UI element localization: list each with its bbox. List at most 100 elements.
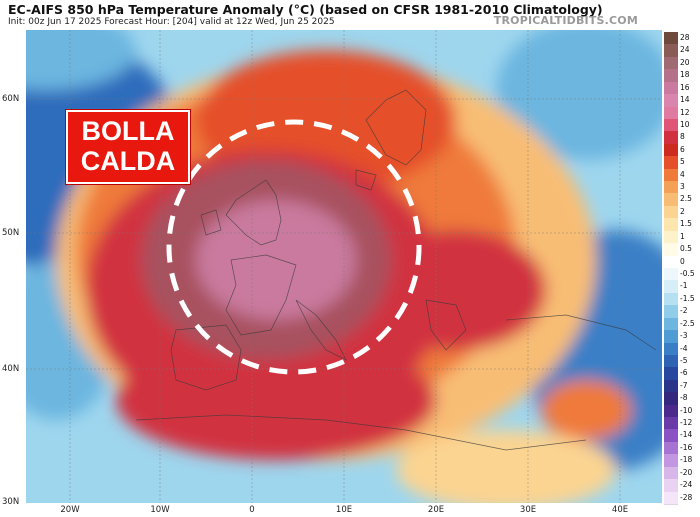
legend-row: 16 — [664, 81, 700, 96]
legend-swatch — [664, 218, 678, 232]
legend-swatch — [664, 379, 678, 394]
legend-row: -2.5 — [664, 317, 700, 332]
legend-swatch — [664, 292, 678, 307]
legend-row: 2.5 — [664, 193, 700, 207]
map-subtitle: Init: 00z Jun 17 2025 Forecast Hour: [20… — [8, 17, 335, 27]
legend-label: -18 — [680, 455, 693, 465]
callout-line-2: CALDA — [80, 146, 176, 176]
legend-swatch — [664, 131, 678, 145]
callout-line-1: BOLLA — [81, 116, 175, 146]
heat-dome-outline — [166, 119, 422, 375]
legend-row: 4 — [664, 168, 700, 183]
legend-swatch — [664, 305, 678, 319]
legend-label: 3 — [680, 182, 685, 192]
lon-label: 40E — [611, 505, 629, 515]
legend-row: -1 — [664, 280, 700, 294]
legend-label: -14 — [680, 430, 693, 440]
legend-row: -10 — [664, 404, 700, 419]
lat-label: 50N — [2, 228, 20, 238]
legend-row: 14 — [664, 94, 700, 108]
legend-label: -1.5 — [680, 293, 695, 303]
legend-swatch — [664, 392, 678, 406]
legend-row: -16 — [664, 441, 700, 456]
legend-label: -28 — [680, 492, 693, 502]
legend-label: -4 — [680, 343, 688, 353]
legend-label: 4 — [680, 169, 685, 179]
legend-label: -20 — [680, 467, 693, 477]
lon-label: 0 — [249, 505, 255, 515]
lon-label: 10E — [335, 505, 353, 515]
legend-label: -16 — [680, 442, 693, 452]
lat-label: 40N — [2, 364, 20, 374]
legend-swatch — [664, 230, 678, 245]
legend-swatch — [664, 330, 678, 344]
graticule — [26, 30, 662, 503]
legend-swatch — [664, 317, 678, 332]
legend-label: -5 — [680, 355, 688, 365]
legend-row: 28 — [664, 32, 700, 46]
legend-label: 2 — [680, 206, 685, 216]
legend-row: 0.5 — [664, 243, 700, 257]
legend-swatch — [664, 118, 678, 133]
legend-swatch — [664, 404, 678, 419]
legend-row: 3 — [664, 181, 700, 195]
lon-label: 30E — [519, 505, 537, 515]
legend-label: 0.5 — [680, 244, 692, 254]
legend-label: 6 — [680, 144, 685, 154]
legend-swatch — [664, 367, 678, 381]
legend-swatch — [664, 44, 678, 58]
legend-label: 1 — [680, 231, 685, 241]
legend-swatch — [664, 156, 678, 170]
legend-row: -0.5 — [664, 268, 700, 282]
legend-label: -10 — [680, 405, 693, 415]
legend-row: -1.5 — [664, 292, 700, 307]
anomaly-field — [26, 30, 662, 503]
legend-swatch — [664, 143, 678, 158]
lat-label: 30N — [2, 497, 20, 507]
legend-label: -1 — [680, 281, 688, 291]
legend-swatch — [664, 429, 678, 443]
legend-swatch — [664, 441, 678, 456]
legend-label: -7 — [680, 380, 688, 390]
legend-label: -3 — [680, 331, 688, 341]
legend-row: 24 — [664, 44, 700, 58]
legend-label: 2.5 — [680, 194, 692, 204]
legend-swatch — [664, 181, 678, 195]
legend-label: -0.5 — [680, 269, 695, 278]
legend-row: -6 — [664, 367, 700, 381]
legend-row: 10 — [664, 118, 700, 133]
legend-swatch — [664, 81, 678, 96]
legend-swatch — [664, 491, 678, 505]
anomaly-map — [26, 30, 662, 503]
legend-swatch — [664, 69, 678, 83]
legend-row: -24 — [664, 479, 700, 493]
legend-swatch — [664, 354, 678, 369]
brand-watermark: TROPICALTIDBITS.COM — [493, 14, 638, 27]
legend-row: -20 — [664, 466, 700, 481]
legend-swatch — [664, 255, 678, 269]
legend-swatch — [664, 94, 678, 108]
legend-row: -2 — [664, 305, 700, 319]
legend-label: 0 — [680, 256, 685, 266]
legend-row: 20 — [664, 56, 700, 71]
legend-label: 18 — [680, 70, 690, 80]
legend-label: -2.5 — [680, 318, 695, 328]
legend-swatch — [664, 479, 678, 493]
legend-swatch — [664, 243, 678, 257]
lon-label: 20W — [60, 505, 80, 515]
legend-label: 12 — [680, 107, 690, 117]
lon-label: 10W — [150, 505, 170, 515]
legend-row: 1.5 — [664, 218, 700, 232]
legend-swatch — [664, 168, 678, 183]
legend-label: 24 — [680, 45, 690, 55]
legend-swatch — [664, 280, 678, 294]
legend-swatch — [664, 268, 678, 282]
map-title: EC-AIFS 850 hPa Temperature Anomaly (°C)… — [8, 2, 603, 17]
bolla-calda-callout: BOLLA CALDA — [66, 110, 190, 184]
map-canvas — [26, 30, 662, 503]
legend-row: -7 — [664, 379, 700, 394]
legend-swatch — [664, 417, 678, 431]
legend-label: 20 — [680, 57, 690, 67]
legend-swatch — [664, 454, 678, 468]
lat-label: 60N — [2, 94, 20, 104]
